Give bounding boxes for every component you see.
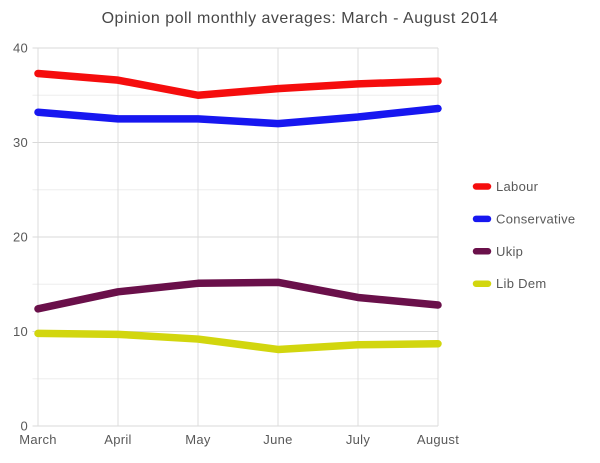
- series-line-lib-dem: [34, 329, 442, 354]
- legend-label-conservative: Conservative: [496, 211, 575, 226]
- legend-label-labour: Labour: [496, 179, 539, 194]
- legend-label-lib-dem: Lib Dem: [496, 276, 547, 291]
- y-axis-label-10: 10: [13, 324, 28, 339]
- x-axis-label-march: March: [19, 432, 57, 447]
- series-line-labour: [34, 69, 442, 99]
- y-axis-label-20: 20: [13, 230, 28, 245]
- x-axis-label-august: August: [417, 432, 459, 447]
- y-axis-label-0: 0: [20, 419, 28, 434]
- series-line-ukip: [34, 278, 442, 313]
- y-axis-label-40: 40: [13, 41, 28, 56]
- chart-title: Opinion poll monthly averages: March - A…: [101, 10, 499, 27]
- y-axis-label-30: 30: [13, 135, 28, 150]
- series-line-conservative: [34, 104, 442, 128]
- x-axis-label-june: June: [263, 432, 292, 447]
- x-axis-label-may: May: [185, 432, 211, 447]
- x-axis-label-july: July: [346, 432, 371, 447]
- x-axis-label-april: April: [104, 432, 132, 447]
- legend-label-ukip: Ukip: [496, 244, 523, 259]
